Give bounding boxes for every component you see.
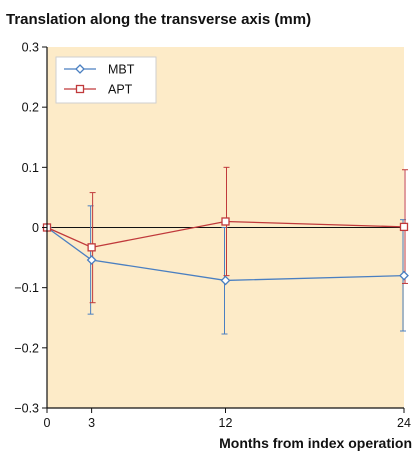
x-tick-label: 12 (219, 416, 233, 430)
legend: MBT APT (55, 56, 157, 104)
point-apt-3 (87, 243, 96, 252)
legend-box (55, 56, 157, 104)
x-tick-labels: 0 3 12 24 (44, 416, 411, 430)
y-tick-label: −0.3 (14, 402, 39, 416)
y-tick-label: −0.1 (14, 281, 39, 295)
point-mbt-12 (220, 275, 231, 286)
x-tick-label: 3 (88, 416, 95, 430)
series-line-mbt (46, 226, 405, 282)
point-apt-12 (221, 217, 230, 226)
y-tick-labels: 0.3 0.2 0.1 0 −0.1 −0.2 −0.3 (14, 41, 39, 416)
y-tick-label: 0 (32, 221, 39, 235)
point-mbt-3 (86, 255, 97, 265)
y-tick-label: 0.1 (22, 161, 39, 175)
legend-marker-apt (75, 84, 85, 94)
legend-label-apt: APT (108, 83, 133, 97)
x-tick-label: 0 (44, 416, 51, 430)
y-tick-label: −0.2 (14, 341, 39, 355)
x-axis-label: Months from index operation (219, 435, 412, 451)
point-apt-24 (399, 222, 409, 232)
chart-title: Translation along the transverse axis (m… (6, 11, 311, 28)
x-tick-label: 24 (397, 416, 411, 430)
legend-label-mbt: MBT (108, 63, 135, 77)
legend-marker-mbt (75, 64, 85, 74)
y-tick-label: 0.2 (22, 101, 39, 115)
point-mbt-24 (399, 270, 409, 281)
axes (42, 46, 405, 413)
series-lines (46, 220, 405, 282)
y-tick-label: 0.3 (22, 41, 39, 55)
series-line-apt (46, 220, 405, 249)
